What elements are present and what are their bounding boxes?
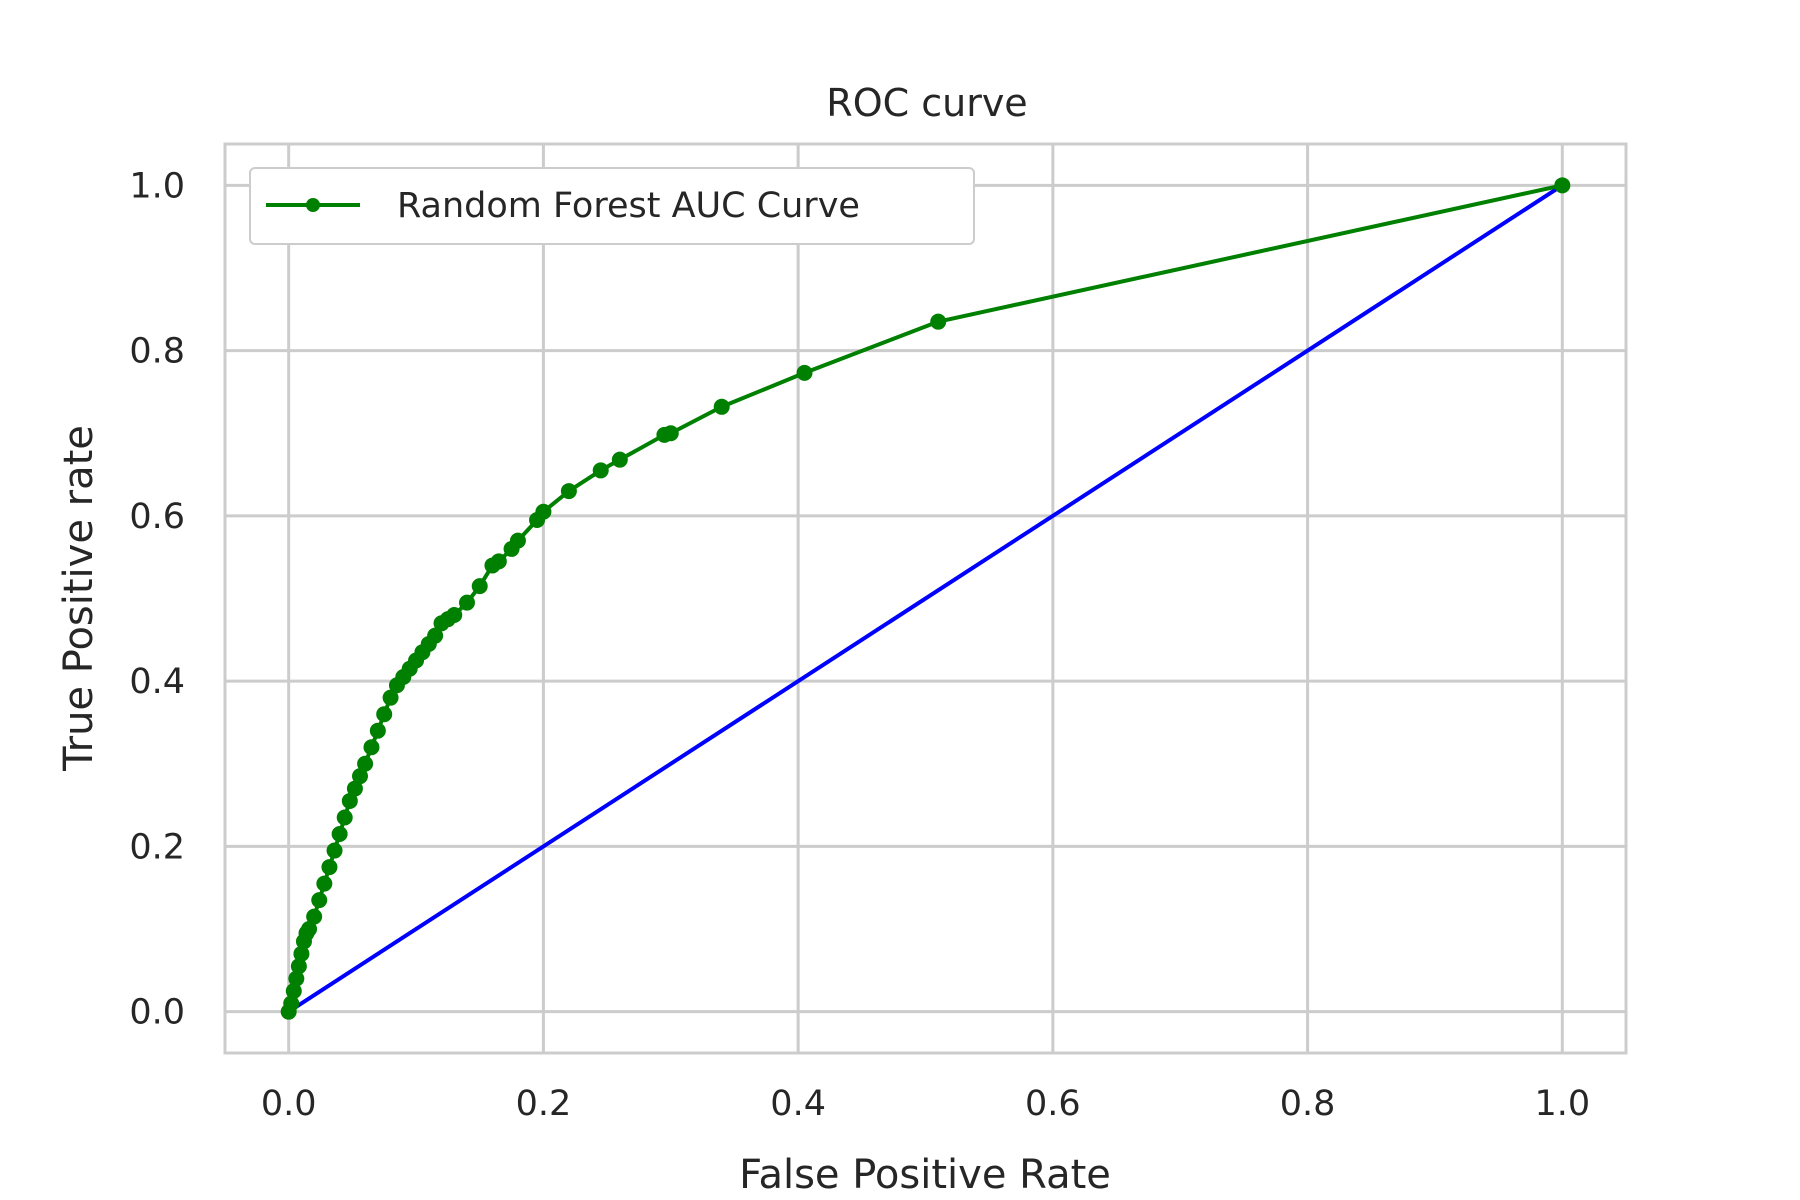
roc-point-48 [796, 364, 813, 381]
roc-point-43 [592, 462, 609, 479]
roc-point-35 [471, 578, 488, 595]
roc-point-10 [311, 892, 328, 909]
roc-point-14 [331, 826, 348, 843]
y-tick-label-0: 0.0 [129, 993, 185, 1033]
roc-point-9 [306, 908, 323, 925]
roc-point-39 [509, 532, 526, 549]
roc-point-20 [363, 739, 380, 756]
y-axis-label: True Positive rate [56, 425, 102, 772]
roc-point-17 [346, 780, 363, 797]
roc-point-5 [293, 945, 310, 962]
roc-point-34 [458, 594, 475, 611]
roc-point-44 [611, 451, 628, 468]
roc-point-15 [336, 809, 353, 826]
y-tick-label-5: 1.0 [129, 166, 185, 206]
legend-label-random-forest: Random Forest AUC Curve [397, 186, 860, 226]
roc-point-47 [713, 398, 730, 415]
tick-labels: 0.0 0.2 0.4 0.6 0.8 1.0 0.0 0.2 0.4 0.6 0.8 1.0 [129, 166, 1590, 1124]
roc-point-16 [341, 792, 358, 809]
y-tick-label-1: 0.2 [129, 827, 185, 867]
roc-point-19 [357, 755, 374, 772]
roc-point-46 [662, 425, 679, 442]
roc-point-12 [321, 859, 338, 876]
roc-point-22 [376, 706, 393, 723]
series-layer [280, 177, 1571, 1020]
roc-point-50 [1554, 177, 1571, 194]
x-tick-label-3: 0.6 [1025, 1084, 1081, 1124]
roc-point-49 [930, 313, 947, 330]
roc-point-33 [446, 607, 463, 624]
legend-box [249, 167, 975, 245]
roc-point-37 [490, 553, 507, 570]
x-axis-label: False Positive Rate [739, 1152, 1111, 1198]
y-tick-label-2: 0.4 [129, 662, 185, 702]
roc-point-13 [326, 842, 343, 859]
roc-point-8 [301, 921, 318, 938]
x-tick-label-4: 0.8 [1280, 1084, 1336, 1124]
y-tick-label-4: 0.8 [129, 332, 185, 372]
legend-swatch-marker [306, 198, 320, 212]
roc-point-18 [352, 768, 369, 785]
x-tick-label-0: 0.0 [261, 1084, 317, 1124]
diagonal-reference-line [286, 183, 1565, 1014]
x-tick-label-1: 0.2 [516, 1084, 572, 1124]
chart-title: ROC curve [826, 81, 1027, 125]
roc-point-3 [288, 970, 305, 987]
roc-point-42 [560, 483, 577, 500]
roc-point-1 [283, 995, 300, 1012]
roc-point-4 [290, 958, 307, 975]
roc-point-30 [427, 627, 444, 644]
x-tick-label-2: 0.4 [770, 1084, 826, 1124]
x-tick-label-5: 1.0 [1534, 1084, 1590, 1124]
roc-point-11 [316, 875, 333, 892]
roc-point-23 [382, 689, 399, 706]
roc-point-41 [535, 503, 552, 520]
legend: Random Forest AUC Curve [249, 167, 975, 245]
grid [225, 144, 1626, 1053]
y-tick-label-3: 0.6 [129, 497, 185, 537]
roc-point-2 [285, 983, 302, 1000]
roc-point-21 [369, 722, 386, 739]
